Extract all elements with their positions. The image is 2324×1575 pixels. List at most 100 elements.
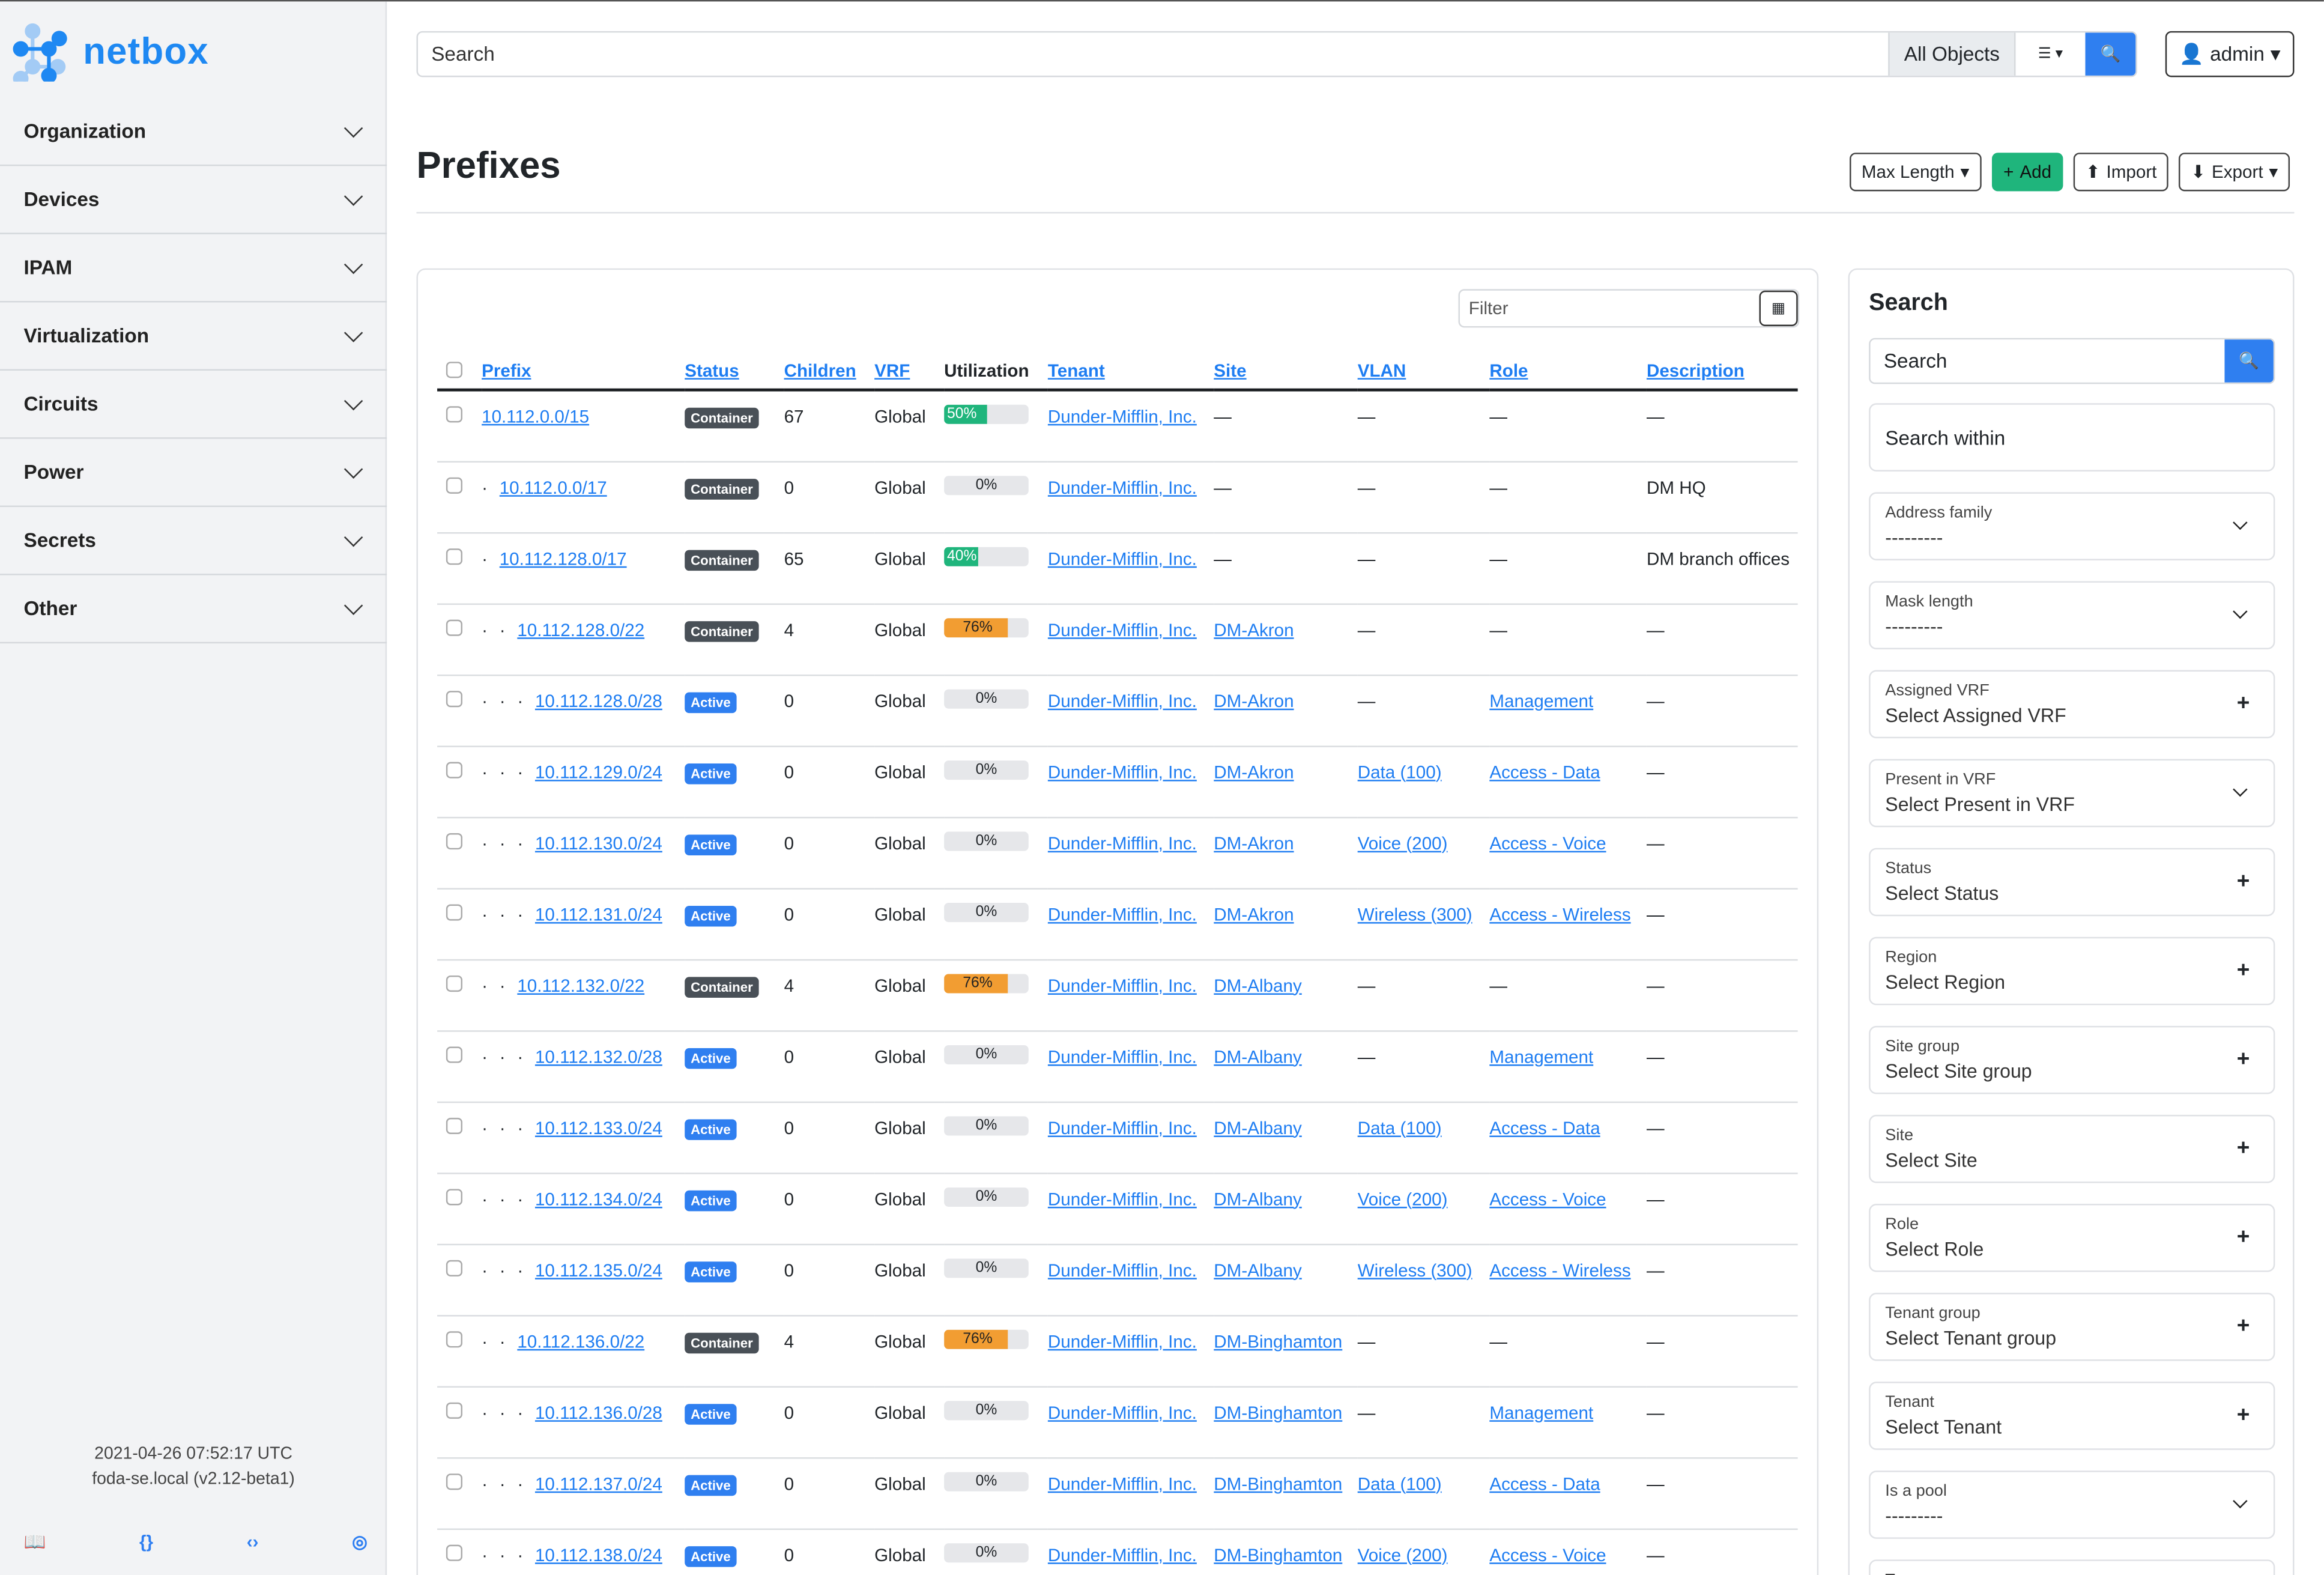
site-link[interactable]: DM-Akron [1214, 761, 1294, 782]
book-icon[interactable]: 📖 [23, 1531, 46, 1552]
global-search-input[interactable]: Search [431, 43, 495, 65]
sidebar-item-secrets[interactable]: Secrets [0, 507, 387, 575]
site-link[interactable]: DM-Albany [1214, 1259, 1302, 1281]
filter-field-value[interactable]: --------- [1885, 1505, 1943, 1528]
table-config-button[interactable]: ▦ [1759, 290, 1798, 326]
user-menu-button[interactable]: 👤 admin ▾ [2165, 31, 2295, 77]
role-link[interactable]: Access - Data [1489, 1472, 1600, 1494]
site-link[interactable]: DM-Binghamton [1214, 1401, 1343, 1423]
tenant-link[interactable]: Dunder-Mifflin, Inc. [1047, 406, 1197, 427]
role-link[interactable]: Management [1489, 690, 1594, 711]
code-icon[interactable]: ‹› [246, 1531, 259, 1552]
filter-field-value[interactable]: Select Assigned VRF [1885, 704, 2066, 727]
filter-field-value[interactable]: Select Site [1885, 1149, 1978, 1171]
sidebar-item-circuits[interactable]: Circuits [0, 371, 387, 439]
prefix-link[interactable]: 10.112.135.0/24 [534, 1259, 662, 1281]
vlan-link[interactable]: Wireless (300) [1357, 903, 1472, 924]
select-all-checkbox[interactable] [446, 362, 463, 378]
row-checkbox[interactable] [446, 1046, 463, 1063]
prefix-link[interactable]: 10.112.134.0/24 [534, 1188, 662, 1209]
tenant-link[interactable]: Dunder-Mifflin, Inc. [1047, 619, 1197, 640]
filter-field-value[interactable]: Select Present in VRF [1885, 793, 2075, 816]
vlan-link[interactable]: Data (100) [1357, 1472, 1442, 1494]
column-header-label[interactable]: Prefix [482, 359, 531, 381]
filter-field-value[interactable]: Select Role [1885, 1237, 1984, 1260]
tenant-link[interactable]: Dunder-Mifflin, Inc. [1047, 1401, 1197, 1423]
row-checkbox[interactable] [446, 547, 463, 565]
column-header-label[interactable]: Children [784, 359, 856, 381]
filter-field-site[interactable]: Site Select Site + [1869, 1114, 2275, 1183]
tenant-link[interactable]: Dunder-Mifflin, Inc. [1047, 476, 1197, 498]
prefix-link[interactable]: 10.112.129.0/24 [534, 761, 662, 782]
prefix-link[interactable]: 10.112.132.0/22 [517, 974, 645, 996]
vlan-link[interactable]: Voice (200) [1357, 1544, 1448, 1565]
row-checkbox[interactable] [446, 1117, 463, 1133]
filter-field-present-in-vrf[interactable]: Present in VRF Select Present in VRF [1869, 759, 2275, 828]
vlan-link[interactable]: Wireless (300) [1357, 1259, 1472, 1281]
filter-field-role[interactable]: Role Select Role + [1869, 1204, 2275, 1272]
prefix-link[interactable]: 10.112.133.0/24 [534, 1117, 662, 1138]
role-link[interactable]: Access - Voice [1489, 1544, 1606, 1565]
filter-field-value[interactable]: Select Tenant [1885, 1415, 2002, 1438]
vlan-link[interactable]: Data (100) [1357, 1117, 1442, 1138]
column-header-site[interactable]: Site [1214, 351, 1358, 392]
row-checkbox[interactable] [446, 1472, 463, 1490]
column-header-vlan[interactable]: VLAN [1357, 351, 1490, 392]
plus-icon[interactable]: + [2236, 1135, 2250, 1161]
row-checkbox[interactable] [446, 406, 463, 423]
filter-field-address-family[interactable]: Address family --------- [1869, 492, 2275, 560]
column-header-label[interactable]: Status [685, 359, 739, 381]
search-scope-dropdown[interactable]: All Objects [1888, 32, 2015, 76]
braces-icon[interactable]: {} [139, 1531, 154, 1552]
role-link[interactable]: Access - Data [1489, 761, 1600, 782]
column-header-label[interactable]: Site [1214, 359, 1247, 381]
filter-field-tenant[interactable]: Tenant Select Tenant + [1869, 1382, 2275, 1450]
tenant-link[interactable]: Dunder-Mifflin, Inc. [1047, 761, 1197, 782]
plus-icon[interactable]: + [2236, 1402, 2250, 1428]
plus-icon[interactable]: + [2236, 691, 2250, 717]
plus-icon[interactable]: + [2236, 869, 2250, 894]
table-filter-input[interactable]: Filter [1468, 298, 1508, 319]
filter-field-tags[interactable]: Tags [1869, 1559, 2275, 1575]
sidebar-item-virtualization[interactable]: Virtualization [0, 302, 387, 371]
site-link[interactable]: DM-Albany [1214, 974, 1302, 996]
role-link[interactable]: Access - Wireless [1489, 903, 1631, 924]
vlan-link[interactable]: Voice (200) [1357, 832, 1448, 854]
max-length-button[interactable]: Max Length ▾ [1850, 153, 1982, 192]
lifebuoy-icon[interactable]: ◎ [352, 1531, 368, 1552]
tenant-link[interactable]: Dunder-Mifflin, Inc. [1047, 1331, 1197, 1352]
panel-search-input[interactable]: Search [1883, 350, 1947, 372]
tenant-link[interactable]: Dunder-Mifflin, Inc. [1047, 690, 1197, 711]
site-link[interactable]: DM-Akron [1214, 903, 1294, 924]
role-link[interactable]: Access - Voice [1489, 832, 1606, 854]
site-link[interactable]: DM-Akron [1214, 619, 1294, 640]
column-header-label[interactable]: VRF [874, 359, 910, 381]
sidebar-item-other[interactable]: Other [0, 575, 387, 644]
sidebar-item-devices[interactable]: Devices [0, 166, 387, 234]
filter-field-assigned-vrf[interactable]: Assigned VRF Select Assigned VRF + [1869, 670, 2275, 739]
column-header-prefix[interactable]: Prefix [482, 351, 685, 392]
role-link[interactable]: Management [1489, 1401, 1594, 1423]
filter-field-is-a-pool[interactable]: Is a pool --------- [1869, 1470, 2275, 1539]
tenant-link[interactable]: Dunder-Mifflin, Inc. [1047, 1117, 1197, 1138]
column-header-role[interactable]: Role [1489, 351, 1647, 392]
row-checkbox[interactable] [446, 1544, 463, 1561]
filter-field-value[interactable]: Select Tenant group [1885, 1326, 2057, 1349]
row-checkbox[interactable] [446, 1188, 463, 1205]
prefix-link[interactable]: 10.112.0.0/17 [499, 476, 607, 498]
column-header-description[interactable]: Description [1646, 351, 1798, 392]
row-checkbox[interactable] [446, 1259, 463, 1276]
row-checkbox[interactable] [446, 974, 463, 991]
column-header-label[interactable]: Description [1646, 359, 1745, 381]
prefix-link[interactable]: 10.112.128.0/28 [534, 690, 662, 711]
role-link[interactable]: Access - Voice [1489, 1188, 1606, 1209]
prefix-link[interactable]: 10.112.128.0/17 [499, 547, 627, 569]
filter-field-status[interactable]: Status Select Status + [1869, 848, 2275, 917]
column-header-vrf[interactable]: VRF [874, 351, 945, 392]
tenant-link[interactable]: Dunder-Mifflin, Inc. [1047, 1472, 1197, 1494]
prefix-link[interactable]: 10.112.132.0/28 [534, 1046, 662, 1067]
row-checkbox[interactable] [446, 903, 463, 920]
site-link[interactable]: DM-Binghamton [1214, 1331, 1343, 1352]
row-checkbox[interactable] [446, 1401, 463, 1418]
prefix-link[interactable]: 10.112.137.0/24 [534, 1472, 662, 1494]
